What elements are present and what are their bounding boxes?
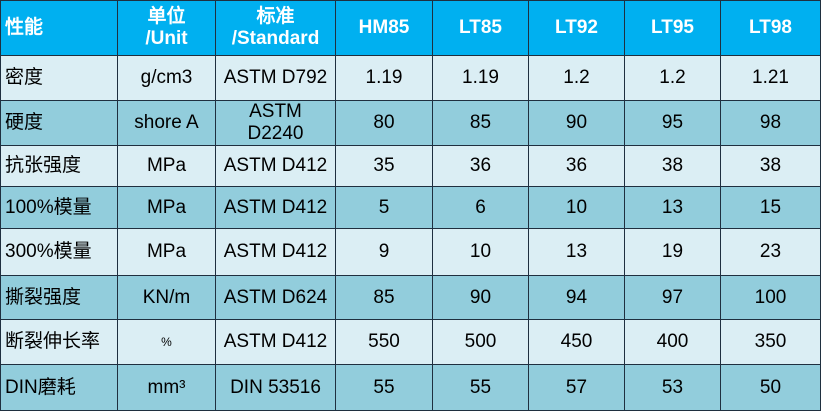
table-row: 300%模量 MPa ASTM D412 9 10 13 19 23 bbox=[0, 228, 821, 276]
value-cell: 100 bbox=[720, 275, 821, 320]
value-cell: 38 bbox=[720, 145, 821, 187]
value-cell: 95 bbox=[624, 100, 721, 146]
value-cell: 500 bbox=[432, 319, 529, 365]
value-cell: 35 bbox=[335, 145, 433, 187]
value-cell: g/cm3 bbox=[117, 55, 216, 101]
value-cell: 38 bbox=[624, 145, 721, 187]
value-cell: 97 bbox=[624, 275, 721, 320]
value-cell: 6 bbox=[432, 186, 529, 229]
header-cell: LT95 bbox=[624, 0, 721, 56]
value-cell: 53 bbox=[624, 364, 721, 411]
property-cell: DIN磨耗 bbox=[0, 364, 118, 411]
value-cell: 1.2 bbox=[624, 55, 721, 101]
value-cell: ASTM D412 bbox=[215, 319, 336, 365]
header-cell: LT85 bbox=[432, 0, 529, 56]
value-cell: 90 bbox=[432, 275, 529, 320]
value-cell: MPa bbox=[117, 228, 216, 276]
value-cell: 5 bbox=[335, 186, 433, 229]
table-row: DIN磨耗 mm³ DIN 53516 55 55 57 53 50 bbox=[0, 364, 821, 411]
value-cell: 94 bbox=[528, 275, 625, 320]
value-cell: ASTM D412 bbox=[215, 186, 336, 229]
value-cell: mm³ bbox=[117, 364, 216, 411]
value-cell: ASTM D412 bbox=[215, 145, 336, 187]
value-cell: 85 bbox=[335, 275, 433, 320]
value-cell: ASTM D792 bbox=[215, 55, 336, 101]
value-cell: 1.19 bbox=[432, 55, 529, 101]
value-cell: 57 bbox=[528, 364, 625, 411]
value-cell: 85 bbox=[432, 100, 529, 146]
header-cell: 单位 /Unit bbox=[117, 0, 216, 56]
value-cell: 550 bbox=[335, 319, 433, 365]
value-cell: MPa bbox=[117, 145, 216, 187]
property-cell: 硬度 bbox=[0, 100, 118, 146]
property-cell: 300%模量 bbox=[0, 228, 118, 276]
table-row: 硬度 shore A ASTM D2240 80 85 90 95 98 bbox=[0, 100, 821, 146]
value-cell: 13 bbox=[624, 186, 721, 229]
property-cell: 密度 bbox=[0, 55, 118, 101]
value-cell: KN/m bbox=[117, 275, 216, 320]
property-cell: 断裂伸长率 bbox=[0, 319, 118, 365]
property-cell: 撕裂强度 bbox=[0, 275, 118, 320]
value-cell: 90 bbox=[528, 100, 625, 146]
value-cell: 55 bbox=[432, 364, 529, 411]
value-cell: 36 bbox=[528, 145, 625, 187]
value-cell: 400 bbox=[624, 319, 721, 365]
table-row: 抗张强度 MPa ASTM D412 35 36 36 38 38 bbox=[0, 145, 821, 187]
value-cell: 55 bbox=[335, 364, 433, 411]
value-cell: 1.21 bbox=[720, 55, 821, 101]
value-cell: DIN 53516 bbox=[215, 364, 336, 411]
header-cell: 标准 /Standard bbox=[215, 0, 336, 56]
header-cell: LT92 bbox=[528, 0, 625, 56]
table-row: 100%模量 MPa ASTM D412 5 6 10 13 15 bbox=[0, 186, 821, 229]
value-cell: 10 bbox=[432, 228, 529, 276]
value-cell: ASTM D624 bbox=[215, 275, 336, 320]
value-cell: ASTM D2240 bbox=[215, 100, 336, 146]
table-body: 密度 g/cm3 ASTM D792 1.19 1.19 1.2 1.2 1.21 硬度 shor… bbox=[0, 55, 821, 411]
value-cell: 23 bbox=[720, 228, 821, 276]
table-row: 撕裂强度 KN/m ASTM D624 85 90 94 97 100 bbox=[0, 275, 821, 320]
value-cell: 350 bbox=[720, 319, 821, 365]
value-cell: 19 bbox=[624, 228, 721, 276]
value-cell: 1.19 bbox=[335, 55, 433, 101]
table-row: 断裂伸长率% ASTM D412 550 500 450 400 350 bbox=[0, 319, 821, 365]
property-cell: 100%模量 bbox=[0, 186, 118, 229]
value-cell: 50 bbox=[720, 364, 821, 411]
table-row: 密度 g/cm3 ASTM D792 1.19 1.19 1.2 1.2 1.21 bbox=[0, 55, 821, 101]
value-cell: 9 bbox=[335, 228, 433, 276]
value-cell: shore A bbox=[117, 100, 216, 146]
value-cell: 80 bbox=[335, 100, 433, 146]
header-row: 性能 单位 /Unit 标准 /Standard HM85 LT85 LT92 LT95 LT… bbox=[0, 0, 821, 56]
value-cell: 13 bbox=[528, 228, 625, 276]
value-cell: 15 bbox=[720, 186, 821, 229]
value-cell: MPa bbox=[117, 186, 216, 229]
value-cell: 98 bbox=[720, 100, 821, 146]
value-cell: ASTM D412 bbox=[215, 228, 336, 276]
value-cell: 450 bbox=[528, 319, 625, 365]
value-cell: 1.2 bbox=[528, 55, 625, 101]
header-cell: 性能 bbox=[0, 0, 118, 56]
header-cell: HM85 bbox=[335, 0, 433, 56]
value-cell: 36 bbox=[432, 145, 529, 187]
header-cell: LT98 bbox=[720, 0, 821, 56]
value-cell: % bbox=[117, 319, 216, 365]
property-cell: 抗张强度 bbox=[0, 145, 118, 187]
value-cell: 10 bbox=[528, 186, 625, 229]
